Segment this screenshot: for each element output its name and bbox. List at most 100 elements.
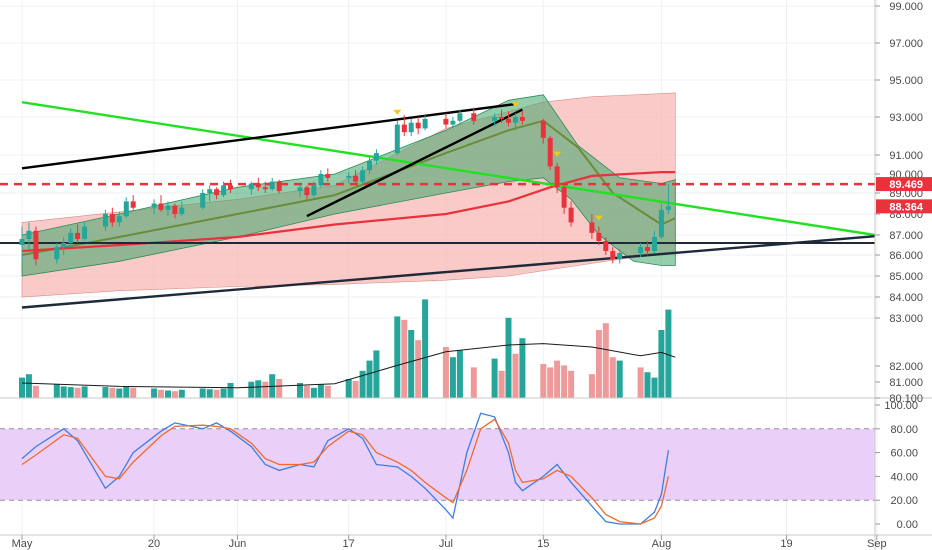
- candle-body: [415, 122, 421, 129]
- volume-bar: [74, 387, 81, 398]
- candle-body: [596, 232, 602, 241]
- volume-bar: [394, 316, 401, 398]
- time-axis-tick-label: Sep: [867, 538, 887, 550]
- volume-bar: [568, 370, 575, 398]
- volume-bar: [401, 319, 408, 398]
- candle-body: [443, 118, 449, 125]
- candle-body: [82, 226, 88, 239]
- volume-bar: [442, 347, 449, 398]
- price-axis-tick-label: 83.000: [889, 313, 923, 325]
- candle-body: [228, 185, 233, 190]
- volume-bar: [158, 389, 164, 398]
- price-pane[interactable]: [0, 92, 932, 398]
- volume-bar: [171, 391, 178, 398]
- candle-body: [33, 230, 39, 260]
- signal-marker-triangle: [511, 102, 520, 108]
- candle-body: [506, 118, 511, 123]
- price-axis-tick-label: 80.100: [889, 393, 923, 405]
- price-axis-tick-label: 97.000: [889, 38, 923, 50]
- price-axis-tick-label: 81.000: [889, 377, 923, 389]
- candle-body: [492, 117, 498, 121]
- volume-ma-line: [21, 343, 676, 389]
- oscillator-tick-label: 20.00: [890, 495, 918, 507]
- oscillator-tick-label: 0.00: [897, 519, 918, 531]
- volume-bar: [602, 323, 609, 398]
- volume-bar: [248, 381, 255, 398]
- volume-bar: [297, 383, 303, 398]
- candle-body: [561, 187, 567, 208]
- trendline: [21, 101, 875, 237]
- volume-bar: [60, 386, 67, 398]
- volume-bar: [665, 309, 672, 398]
- volume-bar: [609, 357, 616, 398]
- time-axis-tick-label: Jun: [229, 538, 247, 550]
- volume-bar: [345, 379, 352, 398]
- candle-body: [116, 216, 122, 223]
- volume-bar: [102, 387, 109, 398]
- candle-body: [214, 189, 220, 196]
- volume-bar: [317, 384, 324, 398]
- volume-bar: [53, 384, 60, 398]
- candle-body: [519, 117, 525, 121]
- candle-body: [123, 201, 129, 217]
- candle-body: [297, 187, 303, 192]
- volume-bar: [415, 340, 422, 398]
- candle-body: [422, 118, 428, 129]
- price-axis-tick-label: 91.000: [889, 150, 923, 162]
- oscillator-band: [0, 428, 875, 501]
- candle-body: [207, 189, 213, 193]
- candle-body: [568, 207, 574, 223]
- candle-body: [367, 160, 372, 171]
- volume-bar: [498, 370, 505, 398]
- volume-bar: [303, 385, 310, 398]
- oscillator-tick-label: 100.00: [884, 400, 918, 412]
- volume-bar: [213, 389, 220, 398]
- candle-body: [325, 174, 331, 178]
- time-axis-tick-label: 15: [537, 538, 549, 550]
- candle-body: [589, 222, 595, 233]
- candle-body: [158, 203, 164, 210]
- candle-body: [554, 166, 560, 188]
- volume-bar: [540, 364, 547, 398]
- volume-bar: [25, 374, 32, 398]
- candle-body: [540, 120, 546, 138]
- volume-bar: [165, 390, 171, 398]
- candle-body: [151, 203, 157, 208]
- candle-body: [318, 174, 324, 186]
- candle-body: [26, 230, 32, 239]
- candle-body: [638, 247, 644, 253]
- candle-body: [304, 187, 310, 196]
- candle-body: [221, 185, 227, 196]
- oscillator-line: [21, 412, 670, 525]
- candle-body: [457, 113, 463, 121]
- volume-bar: [178, 389, 185, 398]
- volume-bar: [422, 299, 429, 398]
- volume-bar: [588, 374, 595, 398]
- candle-body: [360, 170, 366, 182]
- signal-marker-triangle: [393, 109, 402, 115]
- price-badge: [876, 177, 932, 192]
- volume-bar: [373, 350, 380, 398]
- candle-body: [255, 183, 261, 188]
- axes: 99.00097.00095.00093.00091.00090.00089.0…: [12, 1, 932, 550]
- price-badge-label: 89.469: [889, 179, 923, 191]
- volume-bar: [547, 367, 554, 398]
- volume-bar: [276, 379, 283, 398]
- ema-line: [21, 119, 676, 256]
- oscillator-tick-label: 40.00: [890, 471, 918, 483]
- signal-marker-triangle: [594, 215, 603, 221]
- candle-body: [200, 193, 206, 208]
- candle-body: [471, 113, 477, 121]
- price-axis-tick-label: 95.000: [889, 75, 923, 87]
- candle-body: [610, 251, 616, 260]
- oscillator-tick-label: 60.00: [890, 448, 918, 460]
- price-axis-tick-label: 86.000: [889, 250, 923, 262]
- volume-bar: [255, 380, 262, 398]
- candle-body: [172, 205, 178, 214]
- candle-body: [401, 124, 407, 133]
- candle-body: [617, 253, 623, 260]
- oscillator-pane[interactable]: [0, 412, 875, 525]
- candle-body: [102, 214, 108, 227]
- time-axis-tick-label: Aug: [652, 538, 672, 550]
